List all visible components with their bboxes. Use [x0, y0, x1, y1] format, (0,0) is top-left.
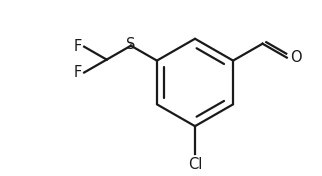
Text: F: F [74, 39, 82, 54]
Text: Cl: Cl [188, 157, 202, 172]
Text: F: F [74, 65, 82, 80]
Text: O: O [290, 50, 301, 65]
Text: S: S [126, 37, 136, 52]
